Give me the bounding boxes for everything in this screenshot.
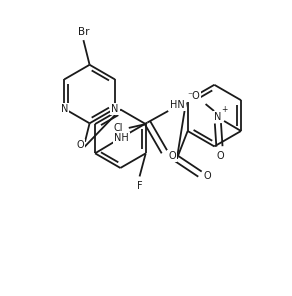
Text: HN: HN <box>170 100 185 110</box>
Text: O: O <box>168 152 176 161</box>
Text: O: O <box>77 140 84 150</box>
Text: O: O <box>216 151 224 161</box>
Text: +: + <box>221 105 227 114</box>
Text: ⁻O: ⁻O <box>187 91 200 101</box>
Text: Br: Br <box>78 28 89 37</box>
Text: O: O <box>204 171 211 181</box>
Text: N: N <box>60 104 68 114</box>
Text: N: N <box>111 104 119 114</box>
Text: Cl: Cl <box>113 123 123 133</box>
Text: F: F <box>137 181 142 191</box>
Text: N: N <box>214 112 222 122</box>
Text: NH: NH <box>114 133 128 143</box>
